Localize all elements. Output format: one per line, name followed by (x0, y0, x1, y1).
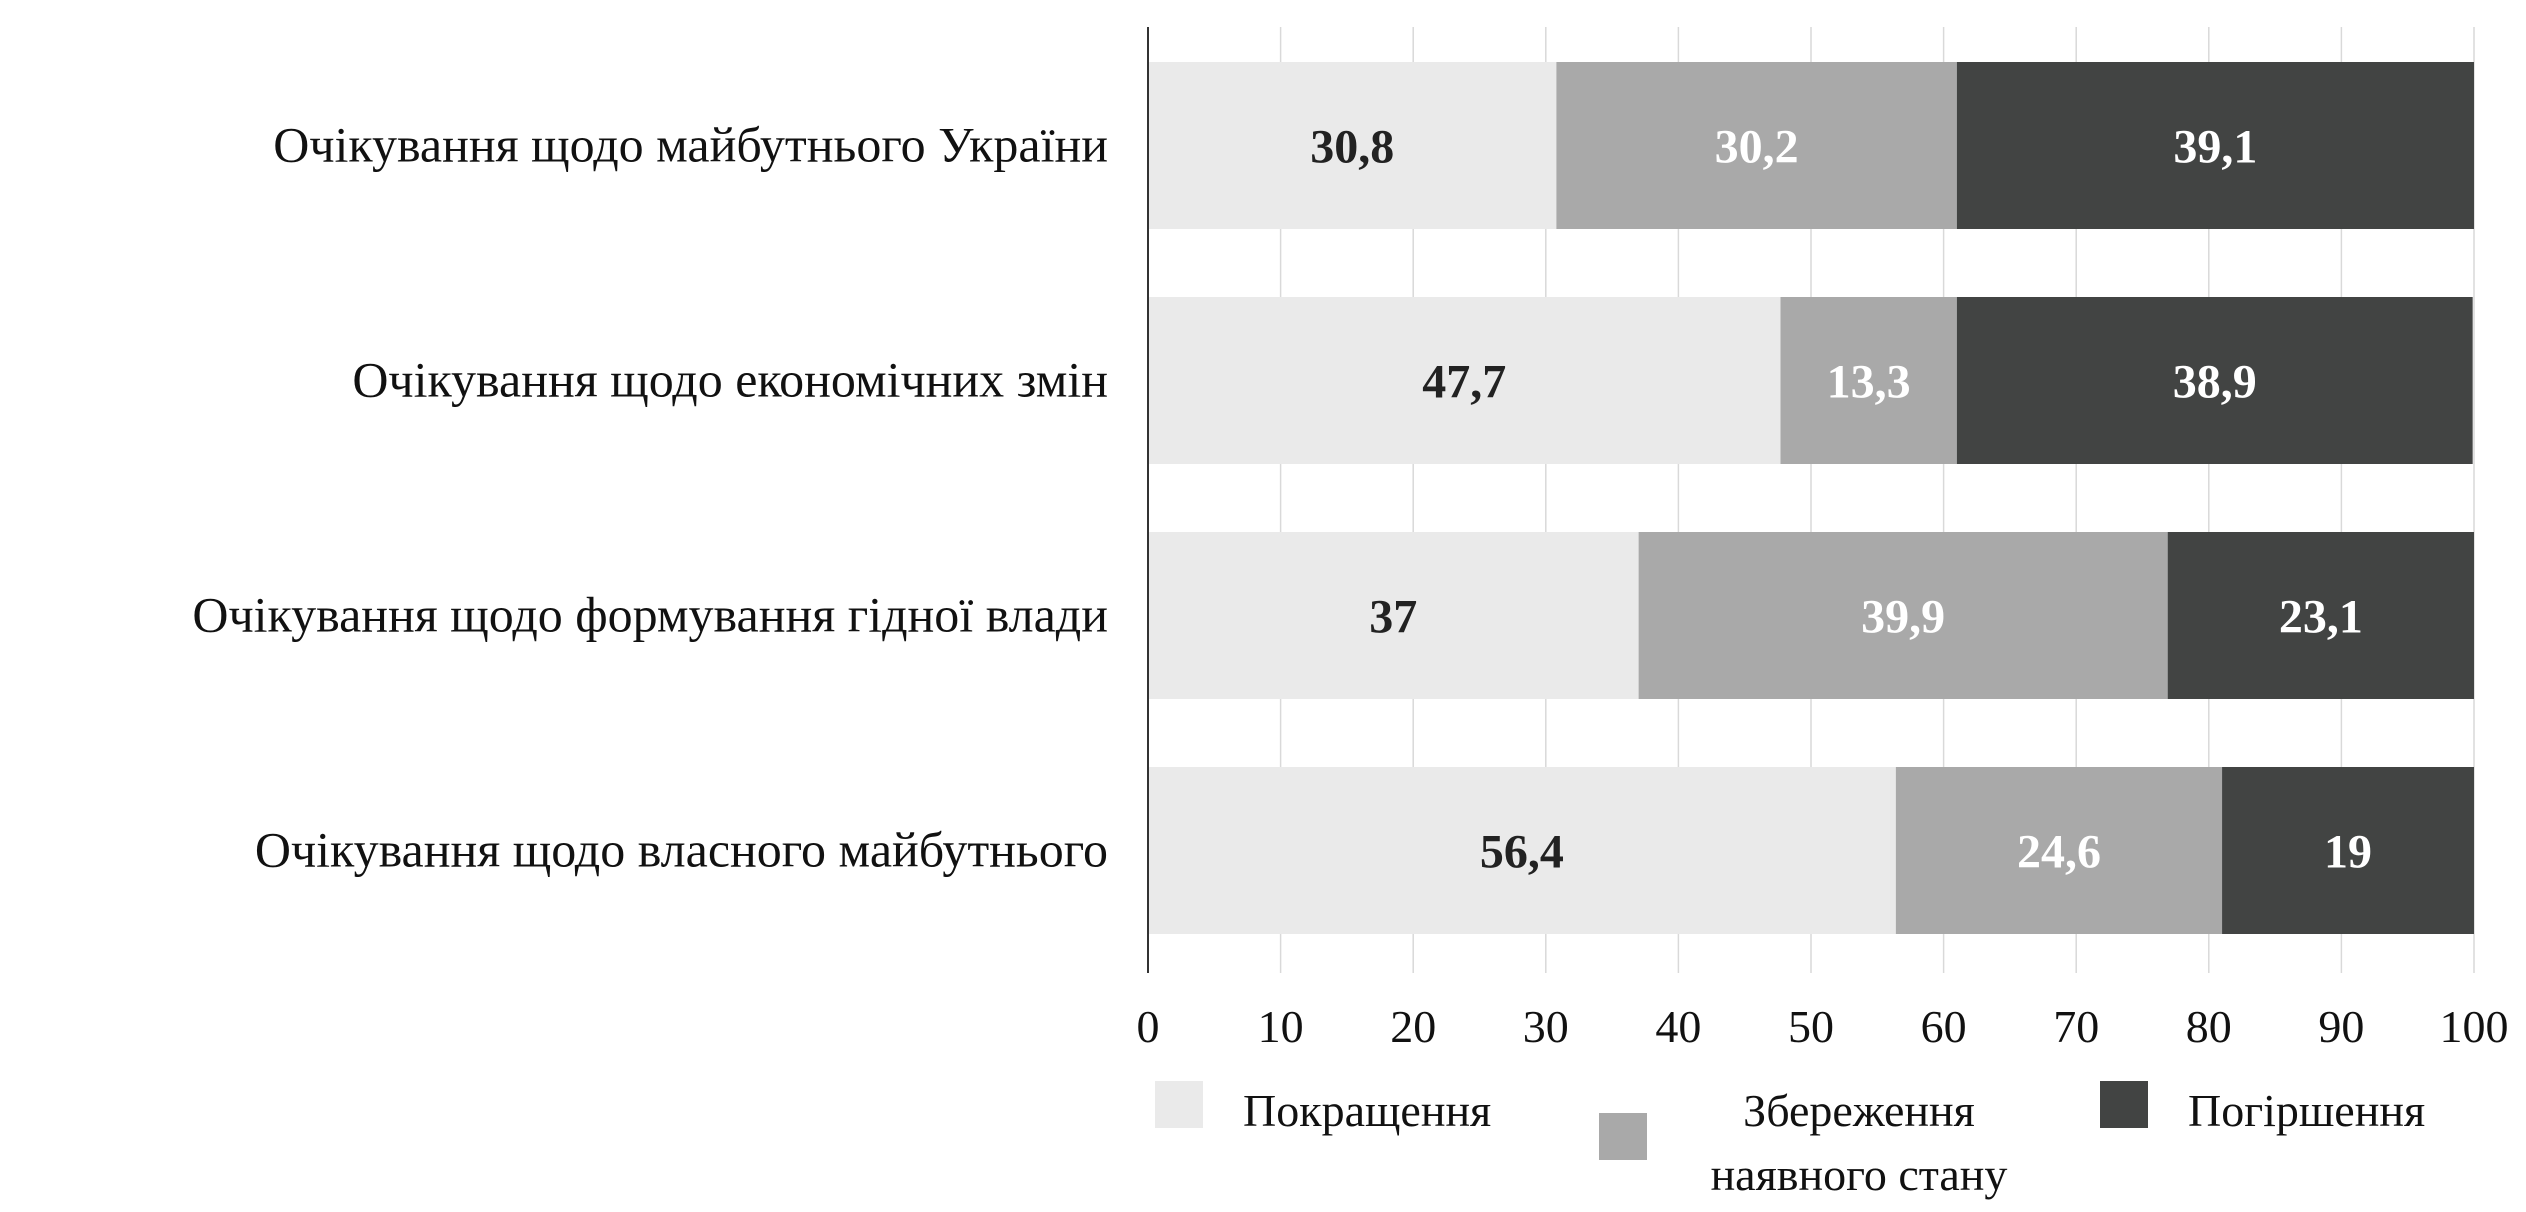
bar-segment (1780, 297, 1957, 464)
bar-segment (1638, 532, 2168, 699)
data-label: 38,9 (2173, 356, 2257, 409)
data-label: 39,9 (1861, 591, 1945, 644)
bar-segment (1895, 767, 2223, 934)
x-tick-label: 100 (2440, 1001, 2509, 1052)
bar-segment (1148, 532, 1639, 699)
x-tick-label: 40 (1655, 1001, 1701, 1052)
bar-segment (1556, 62, 1957, 229)
x-tick-label: 50 (1788, 1001, 1834, 1052)
category-label: Очікування щодо власного майбутнього (255, 822, 1108, 878)
data-label: 24,6 (2017, 826, 2101, 879)
data-label: 30,8 (1310, 121, 1394, 174)
x-tick-label: 30 (1523, 1001, 1569, 1052)
bar-segment (1956, 297, 2473, 464)
x-tick-label: 70 (2053, 1001, 2099, 1052)
data-label: 30,2 (1715, 121, 1799, 174)
data-label: 56,4 (1480, 826, 1564, 879)
legend-label: наявного стану (1711, 1149, 2008, 1200)
bar-segment (1148, 297, 1781, 464)
legend-label: Збереження (1743, 1085, 1975, 1136)
category-label: Очікування щодо майбутнього України (273, 117, 1108, 173)
legend-swatch (1599, 1113, 1647, 1160)
x-tick-label: 80 (2186, 1001, 2232, 1052)
x-tick-label: 60 (1921, 1001, 1967, 1052)
x-tick-label: 90 (2318, 1001, 2364, 1052)
legend-swatch (1155, 1081, 1203, 1128)
data-label: 23,1 (2279, 591, 2363, 644)
x-tick-label: 20 (1390, 1001, 1436, 1052)
x-tick-label: 10 (1258, 1001, 1304, 1052)
legend-label: Погіршення (2188, 1085, 2425, 1136)
bar-segment (1148, 767, 1896, 934)
x-tick-label: 0 (1137, 1001, 1160, 1052)
legend-label: Покращення (1243, 1085, 1491, 1136)
bar-segment (1148, 62, 1557, 229)
data-label: 47,7 (1422, 356, 1506, 409)
category-label: Очікування щодо формування гідної влади (192, 587, 1108, 643)
legend-swatch (2100, 1081, 2148, 1128)
data-label: 13,3 (1827, 356, 1911, 409)
bar-segment (2167, 532, 2474, 699)
data-label: 37 (1369, 591, 1417, 644)
data-label: 19 (2324, 826, 2372, 879)
bar-segment (2222, 767, 2474, 934)
data-label: 39,1 (2173, 121, 2257, 174)
bar-segment (1956, 62, 2474, 229)
category-label: Очікування щодо економічних змін (352, 352, 1108, 408)
